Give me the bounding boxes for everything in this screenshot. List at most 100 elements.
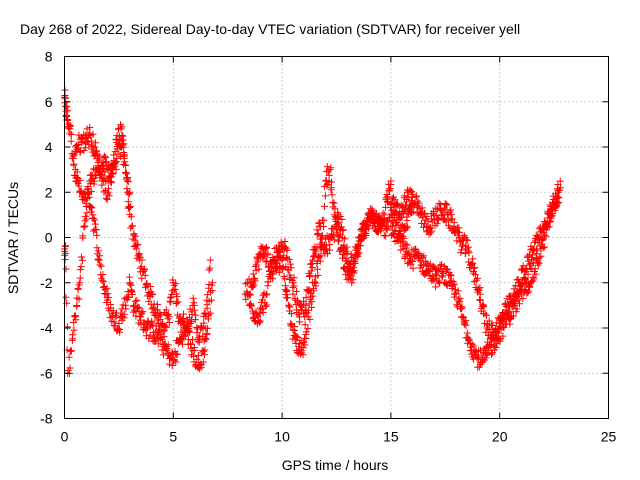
data-point-fill xyxy=(411,252,419,260)
data-point-fill xyxy=(69,152,77,160)
data-point-fill xyxy=(474,353,482,361)
data-point-fill xyxy=(263,301,271,309)
data-point-fill xyxy=(117,153,125,161)
data-point-fill xyxy=(194,334,202,342)
data-point-fill xyxy=(451,290,459,298)
data-point-fill xyxy=(70,326,78,334)
data-point-fill xyxy=(456,294,464,302)
data-point-fill xyxy=(87,208,95,216)
data-point-fill xyxy=(468,259,476,267)
data-point-fill xyxy=(170,356,178,364)
data-point-fill xyxy=(107,173,115,181)
data-point-fill xyxy=(327,164,335,172)
data-point-fill xyxy=(474,274,482,282)
data-point-fill xyxy=(323,163,331,171)
data-point-fill xyxy=(152,322,160,330)
data-point-fill xyxy=(338,215,346,223)
data-point-fill xyxy=(324,250,332,258)
data-point-fill xyxy=(506,308,514,316)
data-point-fill xyxy=(538,235,546,243)
data-point-fill xyxy=(91,172,99,180)
y-tick-label: 0 xyxy=(45,230,53,246)
data-marks xyxy=(61,86,565,377)
data-point-fill xyxy=(92,226,100,234)
data-point-fill xyxy=(448,285,456,293)
data-point-fill xyxy=(349,276,357,284)
data-point-fill xyxy=(302,293,310,301)
data-point-fill xyxy=(379,209,387,217)
data-point-fill xyxy=(382,232,390,240)
data-point-fill xyxy=(105,294,113,302)
data-point-fill xyxy=(281,275,289,283)
data-point-fill xyxy=(273,252,281,260)
data-point-fill xyxy=(326,241,334,249)
data-point-fill xyxy=(404,223,412,231)
data-point-fill xyxy=(196,362,204,370)
data-point-fill xyxy=(93,147,101,155)
data-point-fill xyxy=(311,278,319,286)
data-point-fill xyxy=(185,327,193,335)
data-point-fill xyxy=(98,181,106,189)
data-point-fill xyxy=(470,264,478,272)
data-point-fill xyxy=(475,286,483,294)
data-point-fill xyxy=(61,256,69,264)
data-point-fill xyxy=(397,246,405,254)
data-point-fill xyxy=(118,131,126,139)
data-point-fill xyxy=(532,270,540,278)
data-point-fill xyxy=(242,295,250,303)
data-point-fill xyxy=(358,234,366,242)
data-point-fill xyxy=(528,251,536,259)
data-point-fill xyxy=(281,238,289,246)
data-point-fill xyxy=(174,298,182,306)
data-point-fill xyxy=(314,272,322,280)
data-point-fill xyxy=(206,309,214,317)
data-point-fill xyxy=(552,195,560,203)
data-point-fill xyxy=(251,277,259,285)
data-point-fill xyxy=(533,247,541,255)
data-point-fill xyxy=(469,255,477,263)
data-point-fill xyxy=(158,336,166,344)
data-point-fill xyxy=(329,231,337,239)
data-point-fill xyxy=(309,292,317,300)
data-point-fill xyxy=(375,214,383,222)
data-point-fill xyxy=(463,236,471,244)
data-point-fill xyxy=(288,310,296,318)
data-point-fill xyxy=(301,341,309,349)
data-point-fill xyxy=(392,221,400,229)
data-point-fill xyxy=(208,287,216,295)
data-point-fill xyxy=(308,260,316,268)
data-point-fill xyxy=(112,165,120,173)
data-point-fill xyxy=(457,246,465,254)
data-point-fill xyxy=(76,266,84,274)
data-point-fill xyxy=(330,236,338,244)
data-point-fill xyxy=(399,239,407,247)
data-point-fill xyxy=(73,168,81,176)
y-tick-label: 4 xyxy=(45,139,53,155)
data-point-fill xyxy=(191,306,199,314)
data-point-fill xyxy=(447,206,455,214)
data-point-fill xyxy=(332,214,340,222)
data-point-fill xyxy=(115,326,123,334)
data-point-fill xyxy=(88,142,96,150)
data-point-fill xyxy=(180,310,188,318)
data-point-fill xyxy=(109,169,117,177)
data-point-fill xyxy=(457,304,465,312)
data-point-fill xyxy=(476,296,484,304)
data-point-fill xyxy=(195,338,203,346)
data-point-fill xyxy=(556,177,564,185)
data-point-fill xyxy=(162,306,170,314)
data-point-fill xyxy=(271,257,279,265)
data-point-fill xyxy=(99,271,107,279)
data-point-fill xyxy=(203,324,211,332)
data-point-fill xyxy=(436,261,444,269)
data-point-fill xyxy=(172,358,180,366)
data-point-fill xyxy=(315,219,323,227)
data-point-fill xyxy=(200,319,208,327)
data-point-fill xyxy=(312,279,320,287)
data-point-fill xyxy=(389,212,397,220)
data-point-fill xyxy=(471,264,479,272)
data-point-fill xyxy=(263,257,271,265)
data-point-fill xyxy=(471,271,479,279)
data-point-fill xyxy=(462,236,470,244)
data-point-fill xyxy=(73,301,81,309)
